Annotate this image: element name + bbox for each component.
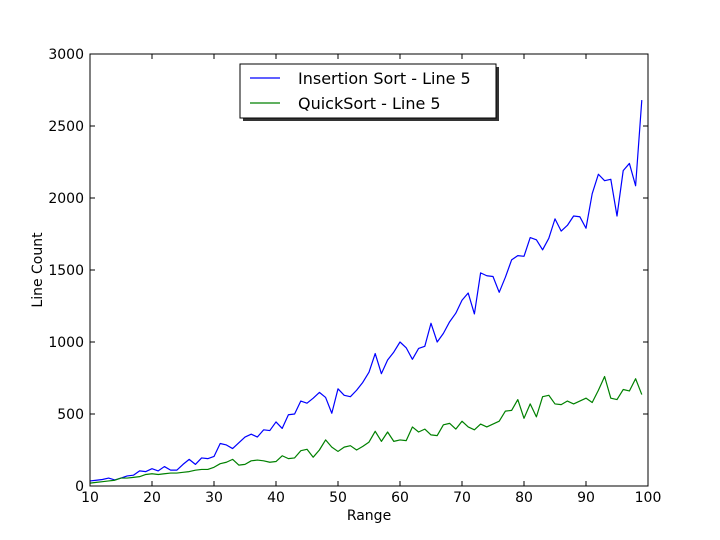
y-tick-label: 0 <box>75 479 84 495</box>
legend-label-1: Insertion Sort - Line 5 <box>298 69 471 88</box>
legend-box <box>239 63 497 119</box>
x-tick-label: 10 <box>81 490 99 506</box>
series-line-2 <box>89 375 643 484</box>
x-tick-label: 40 <box>267 490 285 506</box>
legend: Insertion Sort - Line 5 QuickSort - Line … <box>239 63 499 121</box>
legend-label-2: QuickSort - Line 5 <box>298 94 441 113</box>
x-tick-label: 100 <box>635 490 662 506</box>
y-tick-label: 2000 <box>48 191 84 207</box>
x-tick-label: 30 <box>205 490 223 506</box>
y-tick-label: 3000 <box>48 47 84 63</box>
axes: 10 20 30 40 50 60 70 80 90 1000500100015002000250… <box>48 47 661 506</box>
y-tick-label: 500 <box>57 407 84 423</box>
x-tick-label: 60 <box>391 490 409 506</box>
y-tick-label: 2500 <box>48 119 84 135</box>
y-tick-label: 1000 <box>48 335 84 351</box>
x-tick-label: 20 <box>143 490 161 506</box>
plot-area <box>89 100 643 484</box>
x-tick-label: 90 <box>577 490 595 506</box>
x-tick-label: 70 <box>453 490 471 506</box>
y-tick-label: 1500 <box>48 263 84 279</box>
x-tick-label: 80 <box>515 490 533 506</box>
series-line-1 <box>89 100 643 482</box>
x-tick-label: 50 <box>329 490 347 506</box>
y-axis-label: Line Count <box>30 232 46 308</box>
x-axis-label: Range <box>347 508 391 524</box>
